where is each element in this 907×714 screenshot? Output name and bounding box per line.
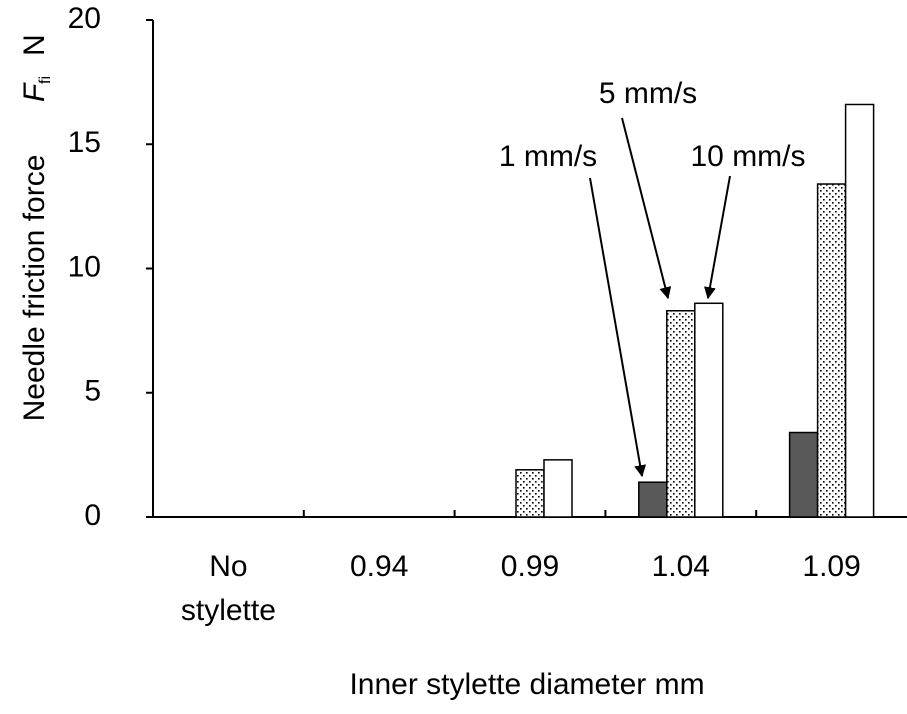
bar [844,103,875,518]
x-tick-label: 1.04 [652,550,710,583]
series-annotation: 1 mm/s [499,140,597,173]
y-label-unit: N [18,34,51,56]
bar [816,183,847,518]
y-tick-label: 15 [68,126,101,159]
y-tick-label: 0 [84,499,101,532]
x-tick-label: No [209,550,247,583]
x-axis-label: Inner stylette diameter mm [349,668,704,701]
y-label-subscript: fi [37,76,54,84]
y-label: Needle friction force [18,155,51,422]
x-tick-label: stylette [181,594,276,627]
y-label-symbol: F [18,82,51,102]
x-tick-label: 0.94 [350,550,408,583]
bar [666,309,696,518]
x-tick-label: 0.99 [501,550,559,583]
y-tick-label: 20 [68,2,101,35]
annotation-arrow [621,117,672,300]
y-tick-label: 10 [68,250,101,283]
y-axis-label: Needle friction force F fi N [18,34,54,421]
series-annotation: 10 mm/s [690,140,805,173]
bar [788,431,819,518]
bar [638,481,668,518]
bar [515,469,545,518]
bar [543,459,573,518]
series-annotation: 5 mm/s [599,77,697,110]
annotation-arrow [704,175,731,300]
bar [694,302,724,518]
annotation-arrow [589,177,647,478]
y-tick-label: 5 [84,375,101,408]
x-tick-label: 1.09 [802,550,860,583]
